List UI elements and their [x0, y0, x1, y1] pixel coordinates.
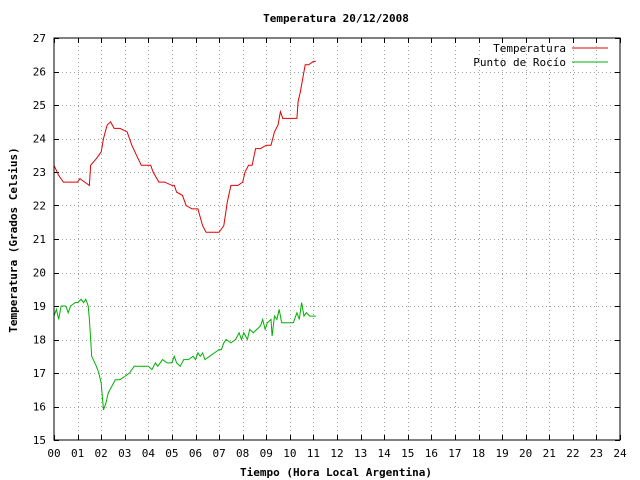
legend-label-temperatura: Temperatura	[493, 42, 566, 55]
punto-de-rocio-line	[53, 298, 316, 410]
y-tick-label: 23	[33, 166, 46, 179]
x-tick-label: 07	[212, 447, 225, 460]
y-tick-label: 24	[33, 133, 47, 146]
y-tick-label: 22	[33, 200, 46, 213]
x-tick-label: 06	[189, 447, 202, 460]
chart-title: Temperatura 20/12/2008	[263, 12, 409, 25]
plot-frame	[53, 37, 621, 441]
x-tick-label: 05	[165, 447, 178, 460]
y-tick-label: 26	[33, 66, 46, 79]
x-tick-label: 08	[236, 447, 249, 460]
x-tick-label: 24	[613, 447, 627, 460]
x-tick-label: 01	[71, 447, 84, 460]
x-tick-label: 02	[95, 447, 108, 460]
x-tick-label: 04	[142, 447, 156, 460]
y-axis-label: Temperatura (Grados Celsius)	[7, 147, 20, 332]
x-tick-label: 15	[401, 447, 414, 460]
series-layer	[53, 60, 316, 410]
x-tick-label: 16	[425, 447, 438, 460]
x-tick-label: 11	[307, 447, 320, 460]
x-tick-label: 00	[47, 447, 60, 460]
x-axis-label: Tiempo (Hora Local Argentina)	[240, 466, 432, 479]
x-tick-label: 12	[330, 447, 343, 460]
x-tick-label: 18	[472, 447, 485, 460]
x-tick-label: 13	[354, 447, 367, 460]
x-tick-label: 20	[519, 447, 532, 460]
y-tick-label: 20	[33, 267, 46, 280]
x-tick-label: 19	[495, 447, 508, 460]
x-tick-label: 03	[118, 447, 131, 460]
y-tick-label: 18	[33, 334, 46, 347]
x-tick-label: 09	[260, 447, 273, 460]
axis-ticks: 00 01 02 03 04 05 06 07 08 09 10 11 12 13 14 15 16 17 18 19…	[33, 32, 627, 460]
x-tick-label: 22	[566, 447, 579, 460]
x-tick-label: 17	[448, 447, 461, 460]
legend-label-punto-de-rocio: Punto de Rocío	[473, 56, 566, 69]
x-tick-label: 21	[543, 447, 556, 460]
x-tick-label: 23	[590, 447, 603, 460]
y-tick-label: 15	[33, 434, 46, 447]
y-tick-label: 17	[33, 367, 46, 380]
y-tick-label: 16	[33, 401, 46, 414]
y-tick-label: 27	[33, 32, 46, 45]
temperatura-line	[53, 60, 316, 233]
grid-lines	[54, 38, 620, 440]
y-tick-label: 19	[33, 300, 46, 313]
x-tick-label: 14	[378, 447, 392, 460]
x-tick-label: 10	[283, 447, 296, 460]
y-tick-label: 21	[33, 233, 46, 246]
y-tick-label: 25	[33, 99, 46, 112]
